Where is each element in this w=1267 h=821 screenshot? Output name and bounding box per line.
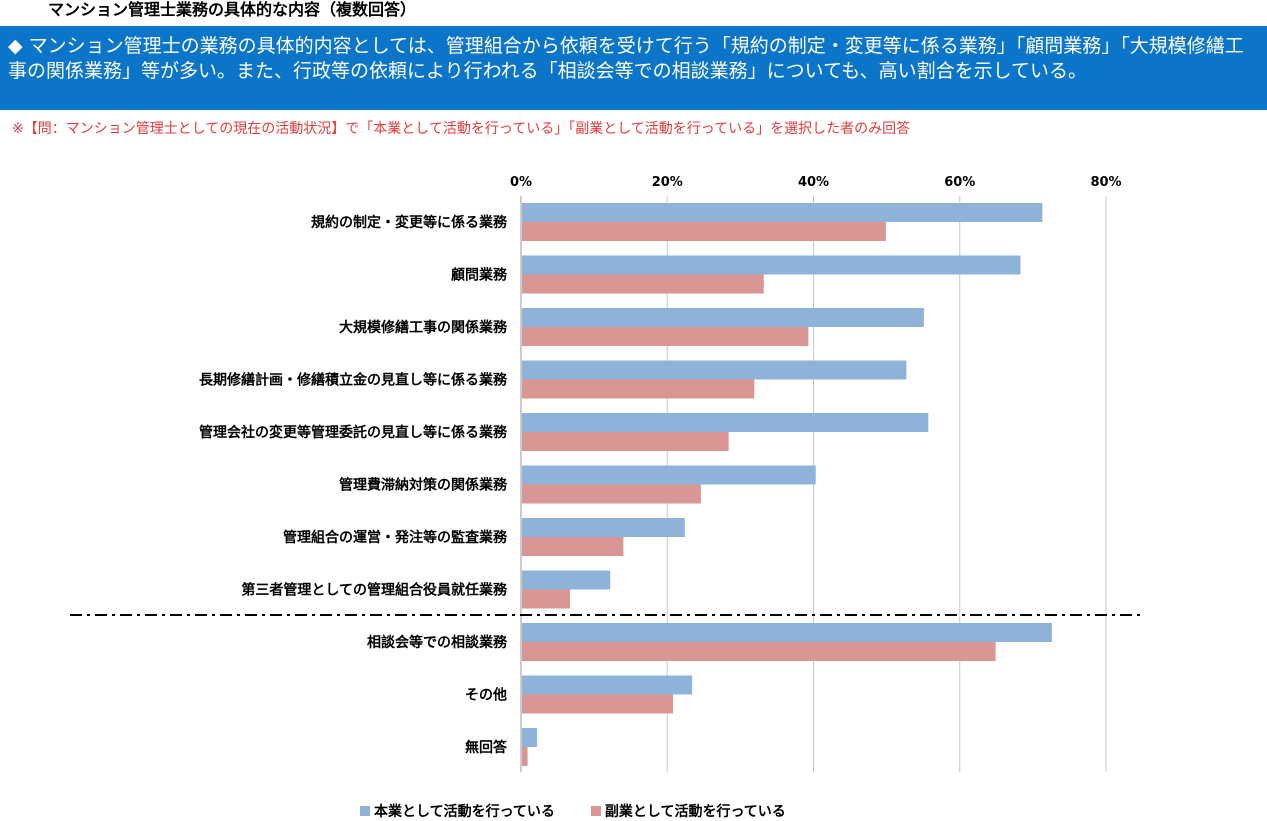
category-label: 第三者管理としての管理組合役員就任業務 <box>241 582 508 599</box>
bar-main <box>522 255 1021 275</box>
category-label: 無回答 <box>465 739 508 756</box>
category-label: 規約の制定・変更等に係る業務 <box>311 214 508 231</box>
category-label: 大規模修繕工事の関係業務 <box>339 319 508 336</box>
category-label: 相談会等での相談業務 <box>367 634 508 651</box>
bar-main <box>522 360 907 380</box>
bar-main <box>522 675 693 695</box>
legend-label-main: 本業として活動を行っている <box>374 804 555 820</box>
category-label: 顧問業務 <box>451 267 508 284</box>
chart-legend: 本業として活動を行っている 副業として活動を行っている <box>360 801 786 821</box>
bar-main <box>522 465 816 485</box>
bar-chart: 0% 20% 40% 60% 80% 規約の制定・変更等に係る業務顧問業務大規模修繕工事の… <box>70 175 1142 772</box>
category-label: その他 <box>465 687 507 704</box>
category-label: 管理組合の運営・発注等の監査業務 <box>283 529 508 546</box>
x-tick-label: 0% <box>510 175 532 190</box>
category-label: 長期修繕計画・修繕積立金の見直し等に係る業務 <box>199 372 508 389</box>
bar-side <box>522 274 764 294</box>
legend-swatch-side <box>590 806 601 816</box>
bar-main <box>522 203 1043 222</box>
legend-label-side: 副業として活動を行っている <box>604 804 786 820</box>
bar-side <box>522 432 729 451</box>
bar-side <box>522 222 886 241</box>
category-label: 管理費滞納対策の関係業務 <box>339 477 508 494</box>
survey-note: ※【問：マンション管理士としての現在の活動状況】で「本業として活動を行っている」… <box>12 121 911 137</box>
bar-main <box>522 308 924 327</box>
bar-side <box>522 537 624 556</box>
x-tick-label: 60% <box>944 175 975 190</box>
legend-item-main: 本業として活動を行っている <box>360 801 555 821</box>
category-label: 管理会社の変更等管理委託の見直し等に係る業務 <box>199 424 508 441</box>
x-tick-label: 80% <box>1090 175 1121 190</box>
bar-side <box>522 642 996 661</box>
bar-side <box>522 589 570 609</box>
legend-item-side: 副業として活動を行っている <box>590 801 786 821</box>
bar-main <box>522 728 538 747</box>
legend-swatch-main <box>360 806 370 816</box>
bar-side <box>522 747 528 766</box>
bar-side <box>522 694 674 714</box>
bar-main <box>522 413 929 432</box>
page-title: マンション管理士業務の具体的な内容（複数回答） <box>48 0 417 19</box>
summary-box: ◆ マンション管理士の業務の具体的内容としては、管理組合から依頼を受けて行う「規… <box>0 26 1267 110</box>
x-tick-label: 40% <box>798 175 829 190</box>
bar-side <box>522 327 809 346</box>
bar-side <box>522 379 755 399</box>
summary-text: ◆ マンション管理士の業務の具体的内容としては、管理組合から依頼を受けて行う「規… <box>8 35 1244 82</box>
bar-side <box>522 484 701 504</box>
x-tick-label: 20% <box>652 175 683 190</box>
bar-main <box>522 623 1052 642</box>
bar-main <box>522 518 685 537</box>
bar-main <box>522 570 611 590</box>
